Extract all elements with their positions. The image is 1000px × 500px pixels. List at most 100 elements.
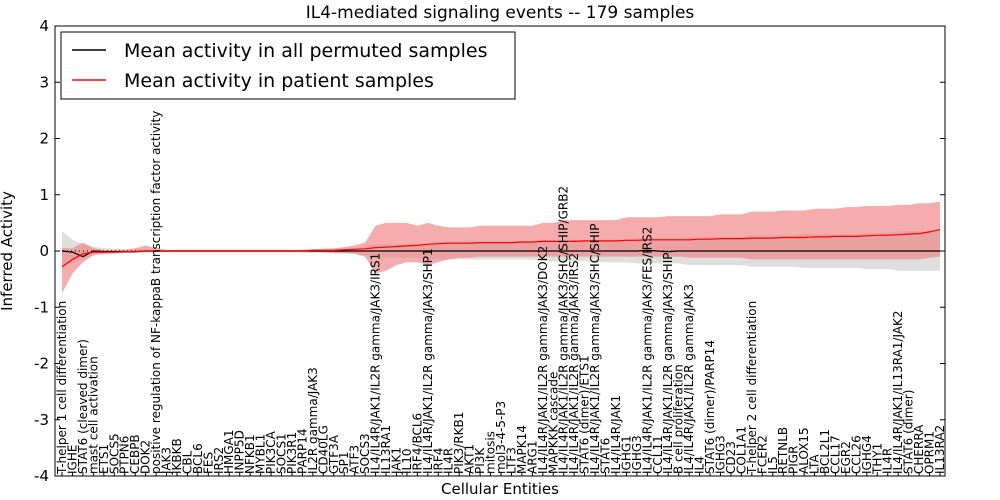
confidence-bands	[62, 201, 940, 294]
x-tick-label: IL4/IL4R/JAK1/IL2R gamma/JAK3/SHIP	[661, 253, 675, 474]
x-tick-label: IL4	[693, 456, 707, 474]
x-tick-label: B cell proliferation	[672, 364, 686, 474]
y-axis-ticks: -4 -3 -2 -1 0 1 2 3 4	[34, 17, 945, 485]
x-tick-label: THY1	[870, 443, 884, 475]
y-tick-label: -4	[34, 467, 49, 485]
x-tick-label: IRF4	[431, 448, 445, 474]
x-tick-label: PARP14	[295, 428, 309, 474]
x-tick-label: PTPN6	[118, 436, 132, 474]
x-tick-label: OPRM1	[923, 431, 937, 474]
x-tick-label: IRF4/BCL6	[410, 413, 424, 474]
x-tick-label: LTA	[808, 454, 822, 474]
x-tick-label: CEBPB	[128, 434, 142, 474]
x-tick-label: ARG1	[525, 441, 539, 474]
x-tick-label: SOCS3	[358, 433, 372, 474]
x-tick-label: LTF3	[505, 447, 519, 474]
x-tick-label: INPP5D	[233, 430, 247, 474]
x-tick-label: IL4/IL4R/JAK1/IL2R gamma/JAK3	[682, 284, 696, 474]
legend: Mean activity in all permuted samples Me…	[60, 31, 516, 100]
x-axis-entity-labels: T-helper 1 cell differentiationIGHESTAT6…	[55, 111, 947, 476]
y-tick-label: -3	[34, 411, 49, 429]
x-tick-label: mitosis	[484, 431, 498, 474]
y-axis-title: Inferred Activity	[0, 191, 16, 311]
x-tick-label: IL4/IL4R/JAK1/IL2R gamma/JAK3/SHC/SHIP	[588, 223, 602, 474]
x-tick-label: IGHG4	[860, 435, 874, 474]
x-tick-label: IL13RA1	[379, 425, 393, 474]
x-tick-label: SP1	[337, 452, 351, 475]
x-tick-label: PIK3CA	[264, 430, 278, 474]
x-tick-label: SOCS1	[275, 433, 289, 474]
x-tick-label: IGHG3	[714, 435, 728, 474]
x-tick-label: CCL11	[651, 435, 665, 474]
y-tick-label: 2	[39, 130, 49, 148]
x-tick-label: ATF3	[348, 445, 362, 474]
x-tick-label: EGR2	[839, 441, 853, 474]
x-tick-label: IGHE	[66, 445, 80, 474]
x-tick-label: T-helper 1 cell differentiation	[55, 301, 69, 475]
x-tick-label: FES	[201, 452, 215, 474]
y-tick-label: 3	[39, 73, 49, 91]
x-tick-label: MAPK14	[515, 425, 529, 474]
x-tick-label: IL5	[766, 456, 780, 474]
legend-label-permuted: Mean activity in all permuted samples	[124, 40, 487, 62]
x-tick-label: CCL26	[849, 435, 863, 474]
patient-band	[62, 201, 940, 294]
x-tick-label: mast cell activation	[86, 356, 100, 474]
x-tick-label: IL4/IL4R/JAK1/IL2R gamma/JAK3/DOK2	[536, 246, 550, 474]
x-tick-label: PIK3R1	[285, 432, 299, 474]
x-tick-label: IL4R	[442, 448, 456, 474]
legend-label-patient: Mean activity in patient samples	[124, 70, 434, 92]
legend-box	[60, 31, 516, 100]
x-tick-label: PI3K	[473, 447, 487, 474]
series-lines	[55, 229, 945, 268]
x-tick-label: COL1A1	[734, 426, 748, 474]
y-tick-label: -1	[34, 298, 49, 316]
x-tick-label: HMGA1	[222, 429, 236, 474]
x-tick-label: ETS1	[97, 444, 111, 474]
chart-title: IL4-mediated signaling events -- 179 sam…	[306, 3, 695, 23]
x-tick-label: IL4/IL4R/JAK1/IL2R gamma/JAK3/SHC/SHIP/G…	[557, 186, 571, 474]
x-tick-label: IL13RA2	[933, 425, 947, 474]
x-tick-label: STAT6 (dimer)/ETS1	[578, 355, 592, 474]
y-tick-label: 1	[39, 186, 49, 204]
x-tick-label: CHERRA	[912, 424, 926, 474]
x-tick-label: IL4/IL4R/JAK1/IL13RA1/JAK2	[891, 311, 905, 475]
x-tick-label: IL4R	[881, 448, 895, 474]
x-tick-label: STAT6 (dimer)	[902, 390, 916, 474]
x-tick-label: IRS2	[212, 447, 226, 474]
x-tick-label: IL4/IL4R/JAK1	[609, 395, 623, 474]
x-tick-label: DOK2	[139, 440, 153, 474]
x-tick-label: BCL2L1	[818, 429, 832, 474]
x-tick-label: GTF3A	[327, 434, 341, 474]
x-tick-label: NFKB1	[243, 434, 257, 474]
x-tick-label: JAK3	[160, 447, 174, 475]
x-axis-title: Cellular Entities	[441, 480, 559, 498]
x-tick-label: MYBL1	[254, 434, 268, 474]
x-tick-label: mol3-4-5-P3	[494, 401, 508, 474]
x-tick-label: CD40LG	[316, 425, 330, 474]
x-tick-label: STAT6 (cleaved dimer)	[76, 339, 90, 474]
x-tick-label: MAPKKK cascade	[546, 372, 560, 474]
x-tick-label: IL4/IL4R/JAK1/IL2R gamma/JAK3/IRS1	[369, 253, 383, 474]
x-tick-label: IL4/IL4R/JAK1/IL2R gamma/JAK3/FES/IRS2	[640, 227, 654, 474]
x-tick-label: IGHG1	[619, 435, 633, 474]
x-tick-label: CBL	[180, 450, 194, 474]
x-tick-label: PIGR	[787, 446, 801, 474]
y-tick-label: 4	[39, 17, 49, 35]
x-tick-label: CCL17	[829, 435, 843, 474]
x-tick-label: IL4/IL4R/JAK1/IL2R gamma/JAK3/IRS2	[567, 253, 581, 474]
x-tick-label: STAT6 (dimer)/PARP14	[703, 340, 717, 474]
x-tick-label: STAT6	[599, 438, 613, 474]
x-tick-label: CD23	[724, 441, 738, 474]
x-tick-label: IGHG3	[630, 435, 644, 474]
x-tick-label: BCL6	[191, 443, 205, 474]
x-tick-label: RETNLB	[776, 427, 790, 474]
x-tick-label: IL2R gamma/JAK3	[306, 367, 320, 474]
x-tick-label: ALOX15	[797, 427, 811, 474]
x-tick-label: SOCS5	[107, 433, 121, 474]
y-tick-label: 0	[39, 242, 49, 260]
x-tick-label: AKT1	[463, 444, 477, 474]
patient-mean-line	[61, 229, 941, 268]
x-tick-label: positive regulation of NF-kappaB transcr…	[149, 111, 163, 474]
